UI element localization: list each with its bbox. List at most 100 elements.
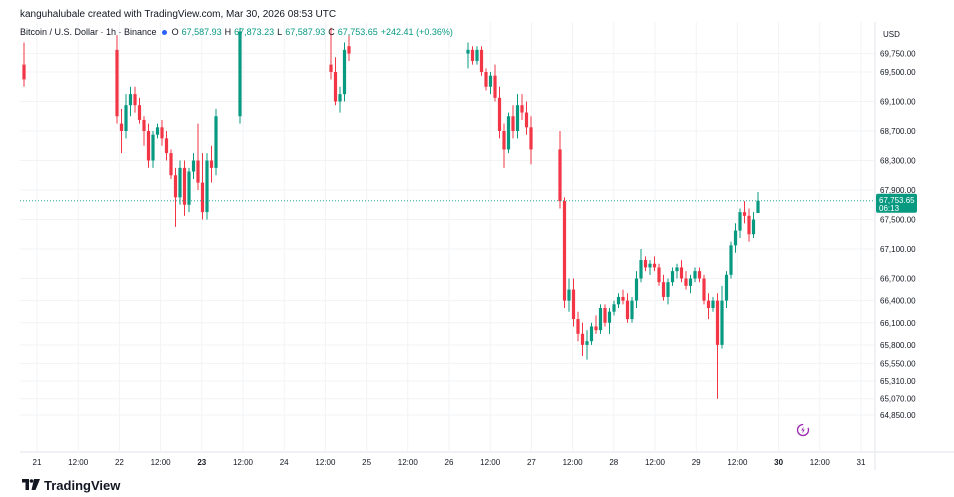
candle-body <box>598 308 603 331</box>
candle-body <box>639 260 643 279</box>
x-tick-label: 24 <box>280 458 289 467</box>
y-tick-label: 66,400.00 <box>880 297 916 306</box>
candle-body <box>146 131 151 161</box>
candle-body <box>630 300 634 320</box>
candle-body <box>616 296 621 305</box>
x-tick-label: 28 <box>609 458 618 467</box>
y-tick-label: 65,800.00 <box>880 341 916 350</box>
x-tick-label: 26 <box>445 458 454 467</box>
y-tick-label: 68,700.00 <box>880 127 916 136</box>
y-tick-label: 65,070.00 <box>880 395 916 404</box>
tradingview-logo[interactable]: TradingView <box>22 478 120 493</box>
candle-body <box>661 282 666 297</box>
y-tick-label: 66,700.00 <box>880 275 916 284</box>
x-tick-label: 12:00 <box>151 458 172 467</box>
candle-body <box>173 175 178 198</box>
candle-body <box>338 94 342 102</box>
candles-group <box>22 27 760 399</box>
candle-body <box>607 311 612 323</box>
candle-body <box>529 127 533 150</box>
candle-body <box>729 245 733 275</box>
candle-body <box>720 300 724 345</box>
candle-body <box>191 160 196 172</box>
candle-body <box>128 94 133 106</box>
candle-body <box>119 123 124 131</box>
candle-body <box>670 271 675 283</box>
y-tick-label: 64,850.00 <box>880 411 916 420</box>
candle-body <box>697 271 702 279</box>
x-tick-label: 12:00 <box>315 458 336 467</box>
currency-label: USD <box>883 30 900 39</box>
candle-body <box>747 215 751 235</box>
candle-body <box>657 267 661 283</box>
market-status-icon <box>161 29 167 35</box>
x-tick-label: 27 <box>527 458 536 467</box>
legend-open-label: O <box>171 27 179 37</box>
candle-body <box>515 105 520 131</box>
tradingview-logo-icon <box>22 478 40 493</box>
candle-body <box>558 149 562 202</box>
candle-body <box>342 49 347 95</box>
y-tick-label: 65,550.00 <box>880 359 916 368</box>
candle-body <box>585 341 589 345</box>
candle-body <box>169 153 173 176</box>
tradingview-brand-text: TradingView <box>44 478 121 493</box>
candle-body <box>488 75 493 87</box>
legend-open: 67,587.93 <box>181 27 222 37</box>
y-tick-label: 69,100.00 <box>880 98 916 107</box>
candle-body <box>497 97 502 131</box>
candle-body <box>621 296 625 301</box>
candle-body <box>751 219 756 235</box>
candle-body <box>133 94 137 106</box>
x-tick-label: 22 <box>115 458 124 467</box>
candle-body <box>702 278 706 301</box>
candle-body <box>178 167 182 198</box>
y-tick-label: 67,100.00 <box>880 245 916 254</box>
candle-body <box>479 49 484 72</box>
x-tick-label: 30 <box>774 458 783 467</box>
candle-body <box>589 326 594 342</box>
candle-body <box>124 105 128 131</box>
candle-body <box>187 171 191 205</box>
candle-body <box>470 49 475 61</box>
y-tick-label: 67,900.00 <box>880 186 916 195</box>
legend-low: 67,587.93 <box>285 27 326 37</box>
candle-body <box>142 119 146 131</box>
x-tick-label: 12:00 <box>233 458 254 467</box>
candle-body <box>688 278 693 286</box>
candle-body <box>493 75 497 98</box>
last-price-label: 67,753.65 <box>879 196 915 205</box>
candle-body <box>238 31 242 117</box>
x-tick-label: 12:00 <box>645 458 666 467</box>
candle-body <box>196 160 200 183</box>
candle-body <box>684 278 688 286</box>
candle-body <box>679 267 684 279</box>
y-tick-label: 65,310.00 <box>880 377 916 386</box>
candle-body <box>603 308 607 323</box>
candle-body <box>693 271 697 279</box>
last-price-tag <box>876 193 917 213</box>
lightning-refresh-icon[interactable] <box>796 423 810 437</box>
y-tick-label: 68,300.00 <box>880 157 916 166</box>
x-tick-label: 12:00 <box>398 458 419 467</box>
legend-close: 67,753.65 <box>337 27 378 37</box>
y-tick-label: 66,100.00 <box>880 319 916 328</box>
candle-body <box>475 49 479 61</box>
candle-body <box>520 105 524 113</box>
candle-body <box>151 134 155 161</box>
candle-body <box>625 300 630 320</box>
candle-body <box>506 116 511 150</box>
symbol-legend: Bitcoin / U.S. Dollar · 1h · Binance O 67… <box>20 27 453 37</box>
candle-body <box>756 200 760 214</box>
x-tick-label: 29 <box>692 458 701 467</box>
candle-body <box>209 160 214 168</box>
candle-body <box>205 160 209 213</box>
candle-body <box>160 127 164 139</box>
candle-body <box>666 282 670 297</box>
y-tick-label: 69,750.00 <box>880 50 916 59</box>
candle-body <box>333 72 338 102</box>
candle-body <box>347 46 351 54</box>
candle-body <box>742 212 747 216</box>
x-tick-label: 31 <box>857 458 866 467</box>
